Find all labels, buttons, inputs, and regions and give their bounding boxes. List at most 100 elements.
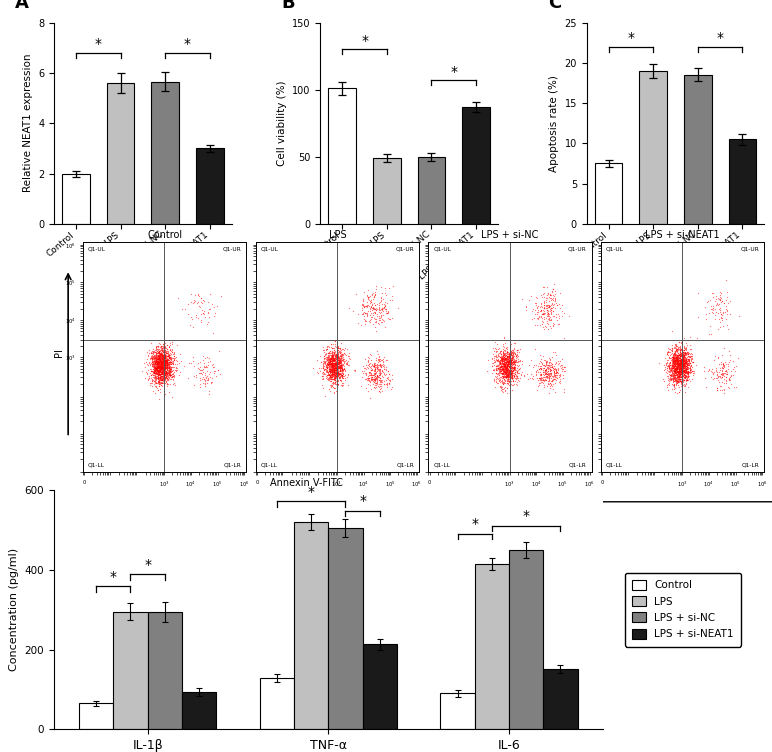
Point (149, 362, 161, 374)
Point (509, 354, 521, 366)
Point (375, 378, 388, 390)
Point (672, 356, 684, 368)
Point (511, 367, 523, 379)
Point (158, 363, 171, 375)
Point (371, 317, 384, 329)
Point (146, 353, 158, 365)
Point (503, 365, 515, 378)
Point (164, 350, 176, 362)
Point (205, 366, 217, 378)
Point (336, 367, 348, 379)
Point (159, 355, 171, 367)
Point (338, 347, 350, 359)
Point (155, 372, 168, 384)
Point (334, 354, 347, 366)
Point (332, 365, 344, 378)
Point (164, 371, 177, 384)
Point (166, 368, 178, 380)
Point (173, 369, 185, 381)
Point (678, 340, 690, 352)
Point (324, 365, 337, 378)
Point (677, 356, 689, 368)
Point (681, 363, 693, 375)
Point (542, 367, 554, 379)
Point (501, 361, 513, 373)
Point (326, 342, 338, 354)
Point (488, 345, 500, 357)
Point (676, 353, 689, 365)
Point (376, 385, 388, 397)
Point (201, 360, 213, 372)
Point (669, 366, 682, 378)
Point (151, 363, 164, 375)
Point (508, 356, 520, 368)
Point (330, 368, 343, 381)
Point (679, 357, 691, 369)
Point (328, 363, 340, 375)
Point (670, 378, 682, 390)
Point (680, 368, 692, 380)
Point (152, 362, 164, 374)
Point (158, 357, 171, 369)
Text: *: * (716, 31, 723, 45)
Point (151, 377, 163, 389)
Point (332, 356, 344, 368)
Point (675, 337, 687, 349)
Point (686, 365, 698, 378)
Point (667, 360, 679, 372)
Point (664, 356, 676, 368)
Point (672, 362, 685, 374)
Point (545, 357, 557, 369)
Point (160, 375, 172, 387)
Point (332, 371, 344, 384)
Point (331, 356, 344, 368)
Point (496, 383, 509, 395)
Point (662, 342, 674, 354)
Point (325, 365, 337, 377)
Point (327, 361, 339, 373)
Point (323, 358, 336, 370)
Point (540, 367, 552, 379)
Point (158, 362, 171, 374)
Point (334, 342, 347, 354)
Point (676, 367, 689, 379)
Point (319, 368, 331, 380)
Point (661, 364, 673, 376)
Point (497, 359, 510, 371)
Point (327, 354, 339, 366)
Point (540, 368, 552, 380)
Point (330, 352, 343, 364)
Point (144, 347, 157, 359)
Point (325, 368, 337, 380)
Point (506, 356, 518, 368)
Point (669, 360, 681, 372)
Point (195, 364, 207, 376)
Point (195, 293, 208, 305)
Point (668, 371, 680, 384)
Point (676, 363, 688, 375)
Point (328, 347, 340, 359)
Point (503, 359, 516, 371)
Point (678, 344, 690, 356)
Point (665, 358, 678, 370)
Point (546, 380, 558, 392)
Point (663, 372, 676, 384)
Point (505, 365, 517, 378)
Point (339, 365, 351, 377)
Point (672, 341, 685, 353)
Point (500, 368, 513, 380)
Point (161, 359, 173, 371)
Point (511, 344, 523, 356)
Point (676, 350, 688, 362)
Point (682, 348, 694, 360)
Point (154, 353, 166, 365)
Point (539, 368, 551, 380)
Point (502, 348, 514, 360)
Point (671, 371, 683, 383)
Point (543, 357, 555, 369)
Point (327, 362, 340, 374)
Point (537, 362, 549, 374)
Point (677, 356, 689, 368)
Point (672, 372, 684, 384)
Point (324, 369, 337, 381)
